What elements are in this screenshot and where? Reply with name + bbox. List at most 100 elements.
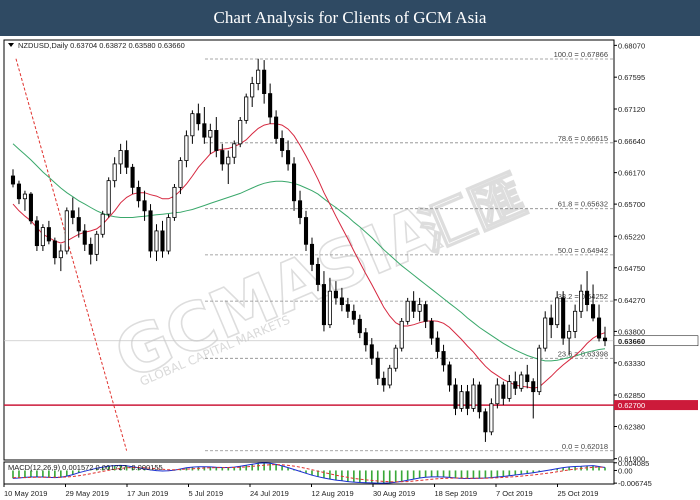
candle-body [567, 330, 572, 339]
macd-histogram-bar [406, 470, 409, 481]
candle-body [166, 217, 171, 252]
candle-body [202, 123, 207, 138]
trendline [15, 58, 128, 451]
macd-histogram-bar [221, 467, 224, 471]
candle-body [28, 193, 33, 222]
y-tick-label: 0.64750 [618, 264, 645, 273]
macd-histogram-bar [347, 470, 349, 482]
macd-label: MACD(12,26,9) 0.001572 0.001727 -0.00015… [8, 463, 163, 472]
x-tick-label: 18 Sep 2019 [435, 489, 478, 498]
macd-histogram-bar [436, 470, 439, 477]
macd-histogram-bar [430, 470, 433, 477]
candle-body [100, 213, 105, 235]
macd-histogram-bar [131, 466, 134, 471]
macd-histogram-bar [42, 470, 44, 478]
candle-body [393, 347, 398, 369]
macd-histogram-bar [502, 470, 505, 477]
y-tick-label: 0.65220 [618, 232, 645, 241]
candle-body [268, 93, 273, 118]
collapse-triangle-icon [8, 43, 14, 47]
macd-histogram-bar [113, 465, 116, 471]
macd-pane-frame [3, 461, 615, 485]
candle-body [34, 220, 39, 247]
y-tick-label: 0.63800 [618, 327, 645, 336]
candle-body [280, 138, 285, 151]
macd-histogram-bar [143, 468, 146, 471]
macd-histogram-bar [239, 466, 242, 471]
y-tick-label: 0.66170 [618, 169, 645, 178]
macd-histogram-bar [412, 470, 415, 480]
candle-body [519, 374, 524, 389]
x-tick-label: 12 Aug 2019 [312, 489, 354, 498]
macd-histogram-bar [329, 470, 331, 480]
macd-histogram-bar [520, 470, 523, 475]
candle-body [447, 364, 452, 386]
y-tick-label: 0.67595 [618, 73, 645, 82]
candle-body [76, 217, 81, 232]
candle-body [297, 200, 303, 218]
fibonacci-level-label: 0.0 = 0.62018 [562, 442, 608, 451]
current-price-tag-label: 0.63660 [618, 337, 645, 346]
macd-histogram-bar [95, 468, 98, 471]
candle-body [232, 143, 237, 158]
candle-body [244, 96, 249, 121]
support-price-tag-label: 0.62700 [618, 401, 645, 410]
candle-body [16, 183, 22, 200]
macd-histogram-bar [209, 466, 212, 471]
x-tick-label: 5 Jul 2019 [189, 489, 224, 498]
candle-body [160, 230, 165, 252]
x-tick-label: 7 Oct 2019 [496, 489, 533, 498]
macd-histogram-bar [281, 465, 283, 471]
candle-body [369, 344, 374, 359]
candle-body [118, 150, 123, 165]
macd-histogram-bar [478, 470, 481, 479]
y-tick-label: 0.62380 [618, 423, 645, 432]
candle-body [555, 297, 560, 326]
macd-histogram-bar [472, 470, 475, 479]
candle-body [315, 264, 321, 285]
macd-histogram-bar [323, 470, 325, 478]
candle-body [208, 130, 213, 138]
moving-average-fast [12, 123, 606, 389]
candle-body [602, 337, 608, 342]
candle-body [327, 290, 332, 326]
candle-body [184, 135, 189, 161]
macd-histogram-bar [490, 470, 493, 478]
candle-body [58, 250, 63, 259]
candle-body [453, 384, 458, 409]
x-tick-label: 17 Jun 2019 [127, 489, 168, 498]
macd-histogram-bar [353, 470, 355, 483]
candle-body [417, 304, 422, 312]
macd-histogram-bar [424, 470, 427, 478]
candle-body [465, 391, 470, 409]
candle-body [256, 69, 261, 84]
y-tick-label: 0.67120 [618, 105, 645, 114]
candle-body [399, 320, 404, 349]
macd-histogram-bar [460, 470, 463, 479]
macd-histogram-bar [54, 470, 56, 478]
macd-histogram-bar [24, 470, 26, 478]
candle-body [411, 300, 416, 312]
candle-body [483, 411, 488, 433]
macd-histogram-bar [359, 470, 361, 483]
macd-histogram-bar [36, 470, 38, 477]
candle-body [573, 310, 578, 332]
y-tick-label: 0.62850 [618, 391, 645, 400]
fibonacci-level-label: 78.6 = 0.66615 [558, 134, 608, 143]
fibonacci-level-label: 50.0 = 0.64942 [558, 246, 608, 255]
macd-histogram-bar [77, 470, 80, 473]
macd-histogram-bar [179, 468, 182, 471]
macd-histogram-bar [71, 470, 74, 475]
candle-body [196, 113, 201, 125]
candle-body [238, 119, 243, 145]
y-tick-label: 0.65700 [618, 200, 645, 209]
macd-histogram-bar [60, 470, 62, 478]
candle-body [46, 227, 51, 242]
candle-body [507, 381, 512, 399]
macd-histogram-bar [119, 465, 122, 471]
candle-body [525, 374, 530, 383]
symbol-info: NZDUSD,Daily 0.63704 0.63872 0.63580 0.6… [18, 41, 185, 50]
candle-body [596, 317, 602, 339]
y-tick-label: 0.63330 [618, 359, 645, 368]
macd-histogram-bar [48, 470, 50, 478]
